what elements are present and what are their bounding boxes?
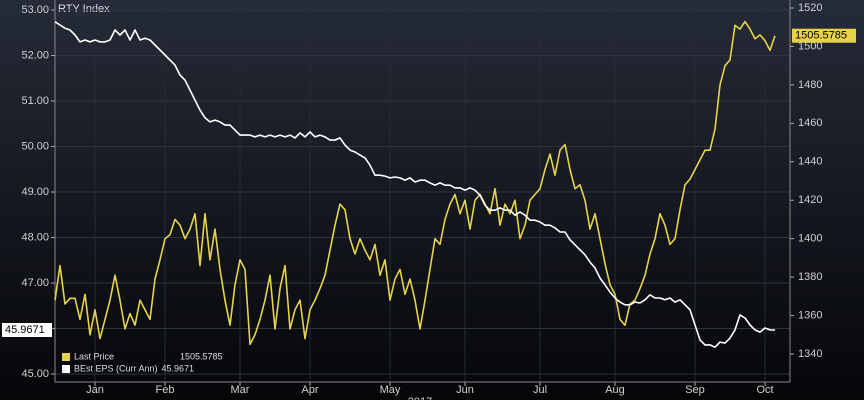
x-tick-label: Apr [301, 384, 318, 396]
y2-tick-label: 1460 [798, 117, 822, 129]
y-tick-label: 47.00 [21, 277, 49, 289]
x-axis-label: 2017 [408, 396, 432, 400]
x-tick-label: Oct [756, 384, 773, 396]
legend-value: 45.9671 [162, 363, 195, 373]
legend-label: Last Price [74, 351, 114, 361]
x-tick-label: Sep [685, 384, 705, 396]
y2-tick-label: 1440 [798, 156, 822, 168]
legend-value: 1505.5785 [180, 351, 223, 361]
y2-tick-label: 1380 [798, 271, 822, 283]
legend-swatch [62, 365, 70, 373]
line-series [54, 20, 776, 346]
last-value-tag: 45.9671 [2, 322, 52, 337]
x-tick-label: Mar [231, 384, 250, 396]
y-tick-label: 52.00 [21, 49, 49, 61]
y-tick-label: 53.00 [21, 4, 49, 16]
last-value-label: 1505.5785 [795, 30, 847, 42]
x-tick-label: Jun [456, 384, 474, 396]
y2-tick-label: 1340 [798, 348, 822, 360]
last-value-box [2, 322, 52, 337]
y-tick-label: 51.00 [21, 95, 49, 107]
x-tick-label: Jul [533, 384, 547, 396]
y-tick-label: 49.00 [21, 186, 49, 198]
x-tick-label: May [380, 384, 401, 396]
legend-swatch [62, 353, 70, 361]
x-tick-label: Feb [156, 384, 175, 396]
y2-tick-label: 1520 [798, 2, 822, 14]
x-tick-label: Aug [605, 384, 625, 396]
y2-tick-label: 1480 [798, 79, 822, 91]
legend-label: BEst EPS (Curr Ann) [74, 363, 158, 373]
y-tick-label: 50.00 [21, 140, 49, 152]
y2-tick-label: 1420 [798, 194, 822, 206]
last-value-label: 45.9671 [5, 324, 45, 336]
y-tick-label: 45.00 [21, 368, 49, 380]
y2-tick-label: 1360 [798, 309, 822, 321]
line-series [54, 21, 776, 348]
legend: Last Price 1505.5785 BEst EPS (Curr Ann) 45… [62, 351, 223, 373]
last-value-tag: 1505.5785 [792, 28, 856, 43]
y2-tick-label: 1500 [798, 40, 822, 52]
y-tick-label: 48.00 [21, 231, 49, 243]
x-tick-label: Jan [86, 384, 104, 396]
last-value-box [792, 28, 856, 43]
chart-title: RTY Index [58, 3, 110, 15]
y2-tick-label: 1400 [798, 233, 822, 245]
